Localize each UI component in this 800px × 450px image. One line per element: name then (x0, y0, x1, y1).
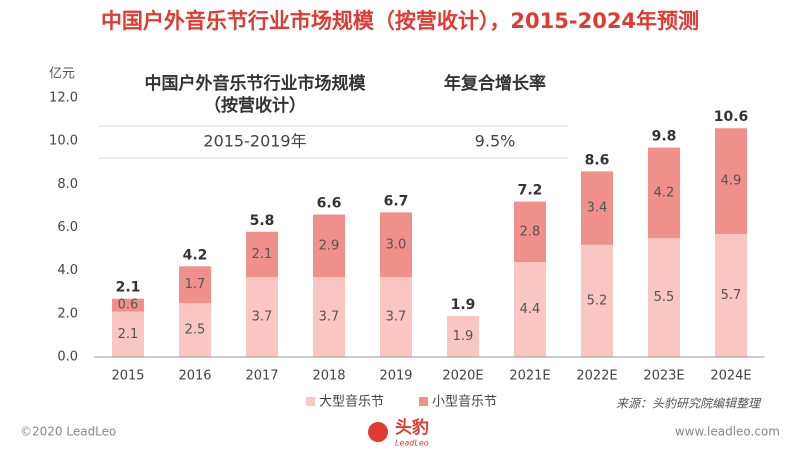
y-tick-label: 6.0 (57, 220, 78, 235)
website: www.leadleo.com (675, 425, 780, 439)
bar-segment (380, 277, 412, 357)
bar-segment (715, 233, 747, 357)
x-tick-label: 2022E (576, 369, 617, 384)
x-tick-label: 2019 (379, 369, 412, 384)
x-tick-label: 2015 (111, 369, 144, 384)
source: 来源：头豹研究院编辑整理 (616, 397, 762, 411)
logo: 头豹 (395, 417, 429, 438)
value-label: 5.5 (654, 290, 675, 305)
value-label: 4.2 (654, 185, 675, 200)
page-title: 中国户外音乐节行业市场规模（按营收计），2015-2024年预测 (101, 9, 699, 33)
value-label: 0.6 (118, 298, 139, 313)
y-tick-label: 12.0 (49, 91, 78, 106)
bar-segment (313, 214, 345, 278)
total-label: 4.2 (183, 247, 208, 263)
bar-segment (112, 311, 144, 357)
total-label: 7.2 (518, 183, 543, 199)
legend-label: 大型音乐节 (319, 394, 384, 410)
total-label: 9.8 (652, 129, 677, 145)
value-label: 3.0 (386, 237, 407, 252)
plot: 0.0 2.0 4.0 6.0 8.0 10.0 12.0 2015 2.1 0.6 2.1 2016… (49, 91, 765, 384)
table-cell: 9.5% (475, 132, 516, 151)
legend-label: 小型音乐节 (432, 394, 497, 410)
x-tick-label: 2016 (178, 369, 211, 384)
value-label: 3.7 (252, 310, 273, 325)
x-tick-label: 2018 (312, 369, 345, 384)
bar-segment (514, 201, 546, 263)
total-label: 6.6 (317, 196, 342, 212)
value-label: 2.9 (319, 238, 340, 253)
total-label: 8.6 (585, 152, 610, 168)
value-label: 4.4 (520, 302, 541, 317)
y-tick-label: 8.0 (57, 177, 78, 192)
total-label: 6.7 (384, 193, 409, 209)
table-cell: 2015-2019年 (203, 132, 306, 151)
y-tick-label: 4.0 (57, 263, 78, 278)
legend-swatch (419, 397, 428, 406)
bar-segment (179, 266, 211, 304)
bar-segment (313, 277, 345, 357)
logo-sub: LeadLeo (395, 439, 429, 448)
value-label: 2.1 (252, 247, 273, 262)
bar-segment (179, 303, 211, 357)
bar-segment (246, 231, 278, 278)
cagr-table: 中国户外音乐节行业市场规模（按营收计） 年复合增长率 2015-2019年 9.… (98, 68, 568, 160)
value-label: 2.5 (185, 323, 206, 338)
total-label: 2.1 (116, 280, 141, 296)
value-label: 4.9 (721, 174, 742, 189)
value-label: 3.7 (386, 310, 407, 325)
total-label: 5.8 (250, 213, 275, 229)
y-tick-label: 2.0 (57, 306, 78, 321)
y-axis-label: 亿元 (49, 67, 75, 82)
y-tick-label: 0.0 (57, 350, 78, 365)
bar-segment (715, 128, 747, 234)
total-label: 1.9 (451, 297, 476, 313)
bar-segment (648, 147, 680, 239)
x-tick-label: 2020E (442, 369, 483, 384)
total-label: 10.6 (714, 109, 749, 125)
table-bg (98, 68, 568, 160)
value-label: 5.7 (721, 288, 742, 303)
bar-segment (447, 315, 479, 357)
x-tick-label: 2024E (710, 369, 751, 384)
bar-segment (112, 298, 144, 312)
bar-segment (581, 244, 613, 357)
bar-segment (246, 277, 278, 357)
value-label: 1.7 (185, 277, 206, 292)
bar-segment (581, 171, 613, 245)
table-header: 年复合增长率 (444, 73, 546, 94)
table-header: 中国户外音乐节行业市场规模（按营收计） (145, 73, 367, 116)
y-tick-label: 10.0 (49, 134, 78, 149)
bar-segment (648, 238, 680, 357)
copyright: ©2020 LeadLeo (20, 425, 116, 439)
legend-swatch (306, 397, 315, 406)
value-label: 2.1 (118, 327, 139, 342)
value-label: 1.9 (453, 329, 474, 344)
x-tick-label: 2017 (245, 369, 278, 384)
logo-icon (368, 422, 388, 442)
value-label: 2.8 (520, 224, 541, 239)
bar-segment (514, 262, 546, 357)
x-tick-label: 2021E (509, 369, 550, 384)
value-label: 3.4 (587, 201, 608, 216)
value-label: 5.2 (587, 293, 608, 308)
value-label: 3.7 (319, 310, 340, 325)
bar-segment (380, 212, 412, 278)
x-tick-label: 2023E (643, 369, 684, 384)
